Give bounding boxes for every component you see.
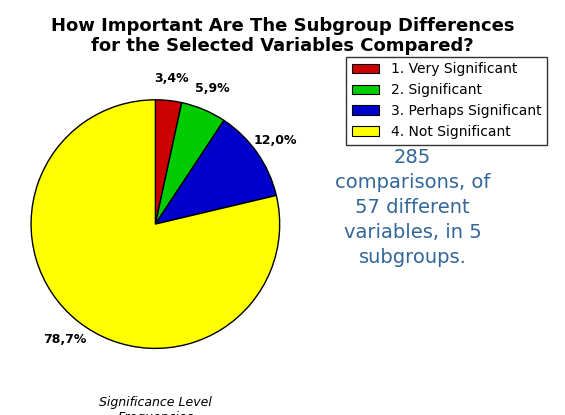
Wedge shape xyxy=(155,120,276,224)
Text: 285
comparisons, of
57 different
variables, in 5
subgroups.: 285 comparisons, of 57 different variabl… xyxy=(334,148,490,267)
Text: 5,9%: 5,9% xyxy=(195,83,229,95)
Text: How Important Are The Subgroup Differences
for the Selected Variables Compared?: How Important Are The Subgroup Differenc… xyxy=(51,17,514,55)
Text: 78,7%: 78,7% xyxy=(43,333,86,346)
Wedge shape xyxy=(31,100,280,349)
Wedge shape xyxy=(155,100,182,224)
Text: 3,4%: 3,4% xyxy=(154,72,188,85)
Text: 12,0%: 12,0% xyxy=(254,134,297,146)
Text: Significance Level
Frequencies: Significance Level Frequencies xyxy=(99,395,212,415)
Legend: 1. Very Significant, 2. Significant, 3. Perhaps Significant, 4. Not Significant: 1. Very Significant, 2. Significant, 3. … xyxy=(346,57,547,145)
Wedge shape xyxy=(155,103,224,224)
